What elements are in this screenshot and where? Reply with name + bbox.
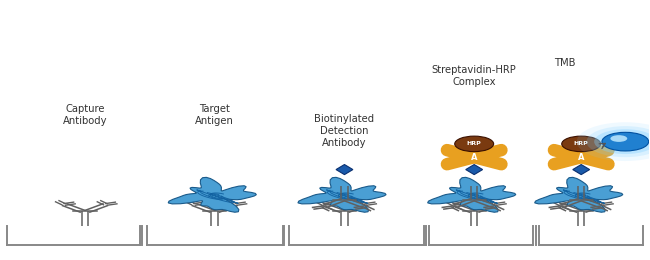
Text: Target
Antigen: Target Antigen bbox=[195, 104, 234, 126]
Text: Capture
Antibody: Capture Antibody bbox=[63, 104, 107, 126]
Polygon shape bbox=[573, 165, 590, 175]
Circle shape bbox=[455, 136, 493, 152]
Text: A: A bbox=[471, 153, 478, 162]
Text: Biotinylated
Detection
Antibody: Biotinylated Detection Antibody bbox=[315, 114, 374, 148]
Polygon shape bbox=[428, 177, 516, 212]
Polygon shape bbox=[535, 177, 623, 212]
Polygon shape bbox=[168, 177, 256, 212]
Circle shape bbox=[602, 132, 649, 151]
Polygon shape bbox=[336, 165, 353, 175]
Text: Streptavidin-HRP
Complex: Streptavidin-HRP Complex bbox=[432, 65, 517, 87]
Text: TMB: TMB bbox=[554, 57, 576, 68]
Text: HRP: HRP bbox=[574, 141, 589, 146]
Text: HRP: HRP bbox=[467, 141, 482, 146]
Circle shape bbox=[586, 126, 650, 157]
Polygon shape bbox=[298, 177, 386, 212]
Text: A: A bbox=[578, 153, 584, 162]
Circle shape bbox=[562, 136, 601, 152]
Circle shape bbox=[577, 122, 650, 161]
Polygon shape bbox=[466, 165, 482, 175]
Circle shape bbox=[594, 129, 650, 154]
Circle shape bbox=[610, 135, 627, 142]
